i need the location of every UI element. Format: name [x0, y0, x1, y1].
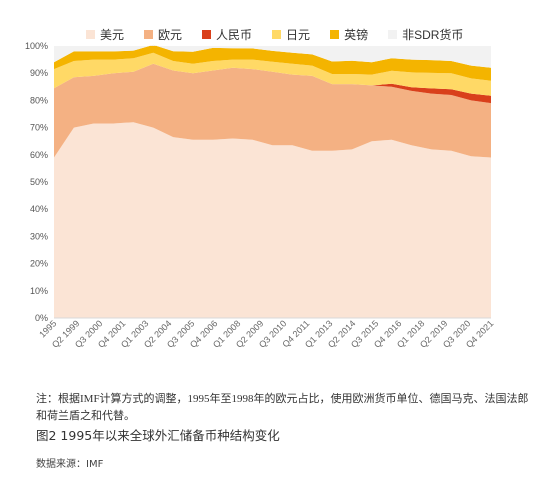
legend-swatch — [144, 30, 154, 39]
area-series-3 — [54, 52, 491, 96]
legend-item: 欧元 — [144, 26, 182, 43]
legend-label: 非SDR货币 — [402, 28, 464, 42]
y-tick-label: 10% — [30, 286, 48, 296]
chart-note: 注：根据IMF计算方式的调整，1995年至1998年的欧元占比，使用欧洲货币单位… — [36, 393, 529, 422]
legend-label: 日元 — [286, 28, 311, 42]
y-axis: 0% 10% 20% 30% 40% 50% 60% 70% 80% 90% 100% — [25, 41, 48, 323]
area-series-5 — [54, 44, 491, 68]
legend-swatch — [272, 30, 282, 39]
legend-label: 美元 — [100, 28, 125, 42]
y-tick-label: 30% — [30, 231, 48, 241]
y-tick-label: 40% — [30, 204, 48, 214]
y-tick-label: 50% — [30, 177, 48, 187]
legend-label: 欧元 — [158, 28, 183, 42]
stacked-area-chart: 0% 10% 20% 30% 40% 50% 60% 70% 80% 90% 100% 1995Q2… — [25, 41, 495, 350]
legend-label: 英镑 — [344, 28, 369, 42]
chart-areas — [54, 44, 491, 318]
area-series-0 — [54, 122, 491, 318]
y-tick-label: 100% — [25, 41, 48, 51]
legend-item: 美元 — [86, 26, 124, 43]
data-source: 数据来源：IMF — [36, 459, 104, 470]
legend-item: 人民币 — [202, 26, 252, 43]
legend-swatch — [388, 30, 398, 39]
legend-swatch — [202, 30, 212, 39]
y-tick-label: 0% — [35, 313, 48, 323]
legend-item: 日元 — [272, 26, 310, 43]
chart-legend: 美元 欧元 人民币 日元 英镑 非SDR货币 — [86, 26, 463, 43]
legend-label: 人民币 — [216, 28, 253, 42]
area-series-1 — [54, 63, 491, 158]
y-tick-label: 60% — [30, 150, 48, 160]
y-tick-label: 90% — [30, 68, 48, 78]
legend-swatch — [86, 30, 95, 39]
figure-caption: 图2 1995年以来全球外汇储备币种结构变化 — [36, 428, 280, 443]
legend-item: 非SDR货币 — [388, 26, 463, 43]
legend-swatch — [330, 30, 340, 39]
legend-item: 英镑 — [330, 26, 368, 43]
y-tick-label: 20% — [30, 259, 48, 269]
y-tick-label: 70% — [30, 123, 48, 133]
y-tick-label: 80% — [30, 95, 48, 105]
area-series-4 — [54, 44, 491, 81]
